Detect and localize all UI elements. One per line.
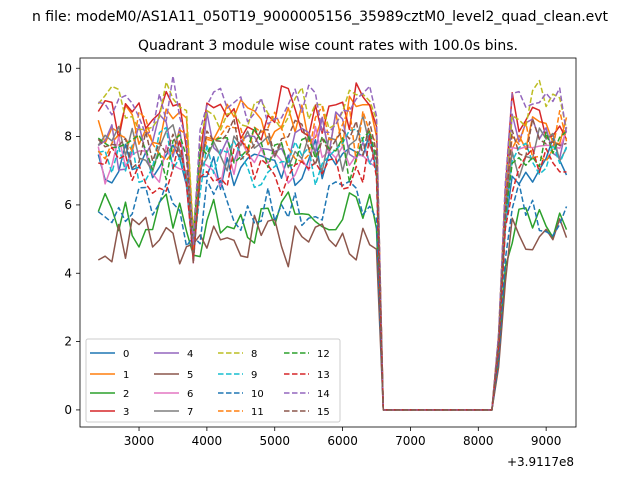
y-tick-label: 6 — [64, 198, 72, 212]
legend-label-4: 4 — [187, 349, 193, 360]
legend-label-14: 14 — [317, 389, 330, 400]
x-tick-label: 5000 — [259, 434, 290, 448]
legend-label-0: 0 — [123, 349, 129, 360]
legend-label-9: 9 — [251, 370, 257, 381]
x-tick-label: 4000 — [192, 434, 223, 448]
y-tick-label: 8 — [64, 130, 72, 144]
legend-label-3: 3 — [123, 407, 129, 418]
legend-frame — [85, 338, 341, 423]
y-axis: 0 2 4 6 8 10 — [57, 61, 80, 417]
legend-label-11: 11 — [251, 407, 264, 418]
legend-label-2: 2 — [123, 389, 129, 400]
legend-label-13: 13 — [317, 370, 330, 381]
legend-label-1: 1 — [123, 370, 129, 381]
x-tick-label: 9000 — [531, 434, 562, 448]
x-tick-label: 3000 — [124, 434, 155, 448]
x-tick-label: 6000 — [327, 434, 358, 448]
legend-label-15: 15 — [317, 407, 330, 418]
y-tick-label: 0 — [64, 403, 72, 417]
legend-label-6: 6 — [187, 389, 193, 400]
series-layer — [97, 75, 568, 411]
chart-title: Quadrant 3 module wise count rates with … — [138, 38, 518, 54]
x-tick-label: 7000 — [395, 434, 426, 448]
legend-label-7: 7 — [187, 407, 193, 418]
legend-label-10: 10 — [251, 389, 264, 400]
y-tick-label: 2 — [64, 335, 72, 349]
series-line-15 — [97, 117, 567, 411]
legend-label-5: 5 — [187, 370, 193, 381]
x-offset-label: +3.9117e8 — [507, 455, 574, 469]
legend-label-12: 12 — [317, 349, 330, 360]
figure-suptitle: n file: modeM0/AS1A11_050T19_9000005156_… — [32, 9, 609, 25]
legend-label-8: 8 — [251, 349, 257, 360]
y-tick-label: 4 — [64, 266, 72, 280]
axes-frame — [79, 57, 577, 428]
x-tick-label: 8000 — [463, 434, 494, 448]
series-line-9 — [98, 126, 568, 411]
x-axis: 3000 4000 5000 6000 7000 8000 9000 — [124, 427, 562, 448]
y-tick-label: 10 — [57, 61, 72, 75]
